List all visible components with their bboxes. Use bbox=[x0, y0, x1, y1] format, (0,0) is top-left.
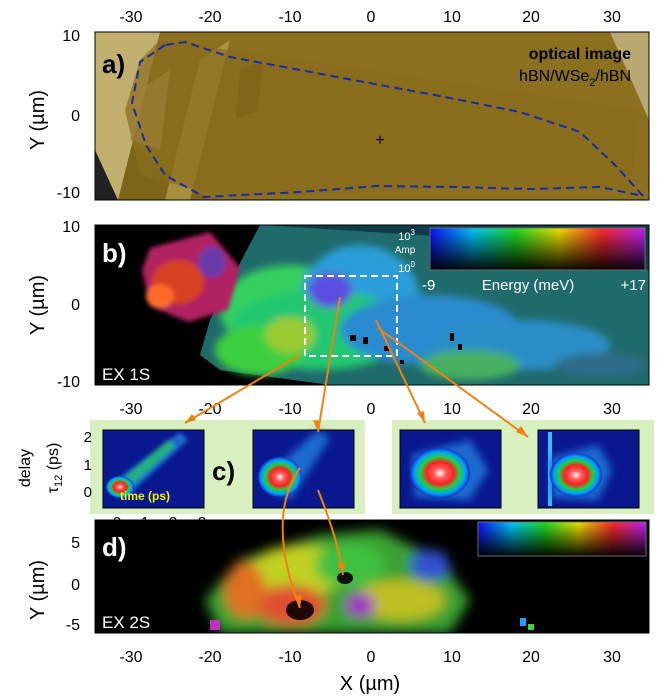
colorbar-amp-label: Amp bbox=[450, 536, 471, 547]
bottom-xtick: 10 bbox=[443, 649, 461, 666]
colorbar-max: +17 bbox=[621, 277, 646, 294]
y-axis-label: Y (µm) bbox=[27, 560, 49, 620]
bottom-xtick: -30 bbox=[119, 649, 142, 666]
panel-b-overlay-text: EX 1S bbox=[102, 365, 150, 384]
panel-a-title: optical image bbox=[529, 46, 631, 63]
flake-outline bbox=[130, 40, 646, 199]
mid-xtick: -10 bbox=[278, 401, 301, 418]
mid-xtick: 20 bbox=[522, 401, 540, 418]
panel-b-colorbar: 103 Amp 100 -9 Energy (meV) +17 bbox=[395, 227, 646, 294]
y-axis-label: Y (µm) bbox=[27, 90, 49, 150]
colorbar-amp-top: 102 bbox=[448, 520, 465, 535]
ytick: -10 bbox=[57, 374, 80, 391]
y-axis-b: 10 0 -10 Y (µm) bbox=[27, 219, 80, 391]
inset-time-label: time (ps) bbox=[120, 489, 170, 503]
inset-3 bbox=[399, 429, 502, 509]
top-xtick: 0 bbox=[367, 9, 376, 26]
colorbar-min: -12 bbox=[470, 561, 492, 578]
bottom-xtick: 20 bbox=[522, 649, 540, 666]
y-axis-a: 10 0 -10 Y (µm) bbox=[27, 28, 80, 202]
ytick: 10 bbox=[62, 28, 80, 45]
panel-b-label: b) bbox=[102, 238, 127, 268]
panel-c-label: c) bbox=[212, 456, 235, 486]
mid-xtick: 0 bbox=[367, 401, 376, 418]
inset-2 bbox=[252, 429, 355, 509]
colorbar-amp-label: Amp bbox=[395, 245, 416, 256]
panel-c-ylabel-main: delay bbox=[17, 449, 34, 487]
panel-a-label: a) bbox=[102, 49, 125, 79]
ytick: 0 bbox=[71, 577, 80, 594]
mid-xtick: 30 bbox=[603, 401, 621, 418]
panel-c-ytick: 0 bbox=[84, 484, 92, 501]
mid-xtick: -30 bbox=[119, 401, 142, 418]
bottom-x-ticks: -30 -20 -10 0 10 20 30 X (µm) bbox=[119, 649, 621, 695]
bottom-xtick: 30 bbox=[603, 649, 621, 666]
panel-d-colorbar: 102 Amp 100 -12 (meV) +15 bbox=[448, 520, 647, 578]
panel-d-label: d) bbox=[102, 532, 127, 562]
top-x-ticks: -30 -20 -10 0 10 20 30 bbox=[119, 9, 621, 26]
top-xtick: -10 bbox=[278, 9, 301, 26]
top-xtick: 10 bbox=[443, 9, 461, 26]
panel-a: + a) optical image hBN/WSe2/hBN bbox=[94, 31, 650, 201]
ytick: -10 bbox=[57, 185, 80, 202]
region-of-interest-box bbox=[304, 275, 398, 357]
top-xtick: -20 bbox=[198, 9, 221, 26]
ytick: 5 bbox=[71, 535, 80, 552]
panel-c-ytick: 2 bbox=[84, 429, 92, 446]
colorbar-min: -9 bbox=[422, 277, 435, 294]
colorbar-title: Energy (meV) bbox=[482, 277, 575, 294]
panel-d: d) EX 2S 102 Amp 100 -12 (meV) +15 bbox=[94, 519, 650, 634]
colorbar-amp-top: 103 bbox=[398, 228, 415, 243]
top-xtick: -30 bbox=[119, 9, 142, 26]
mid-xtick: 10 bbox=[443, 401, 461, 418]
colorbar-amp-bottom: 100 bbox=[448, 548, 465, 563]
ytick: -5 bbox=[66, 617, 80, 634]
bottom-xtick: 0 bbox=[367, 649, 376, 666]
panel-a-image bbox=[95, 32, 649, 200]
y-axis-label: Y (µm) bbox=[27, 275, 49, 335]
bottom-xtick: -20 bbox=[198, 649, 221, 666]
crosshair-marker: + bbox=[375, 132, 384, 149]
panel-a-subtitle: hBN/WSe2/hBN bbox=[519, 68, 631, 89]
colorbar-max: +15 bbox=[621, 561, 646, 578]
panel-c-ylabel: τ12 (ps) bbox=[45, 443, 65, 494]
top-xtick: 30 bbox=[603, 9, 621, 26]
panel-b: b) EX 1S 103 Amp 100 -9 Energy (meV) +17 bbox=[94, 224, 650, 386]
panel-c-ytick: 1 bbox=[84, 457, 92, 474]
y-axis-d: 5 0 -5 Y (µm) bbox=[27, 535, 80, 634]
x-axis-label: X (µm) bbox=[340, 673, 400, 695]
ytick: 0 bbox=[71, 297, 80, 314]
arrow-heads bbox=[185, 411, 528, 608]
bottom-xtick: -10 bbox=[278, 649, 301, 666]
ytick: 10 bbox=[62, 219, 80, 236]
inset-1: time (ps) bbox=[102, 429, 205, 509]
colorbar-amp-bottom: 100 bbox=[398, 260, 415, 275]
top-xtick: 20 bbox=[522, 9, 540, 26]
inset-4 bbox=[537, 429, 640, 509]
panel-c: time (ps) c) del bbox=[17, 420, 654, 531]
panel-d-overlay-text: EX 2S bbox=[102, 613, 150, 632]
colorbar-title: (meV) bbox=[540, 561, 581, 578]
mid-x-ticks: -30 -20 -10 0 10 20 30 bbox=[119, 401, 621, 418]
ytick: 0 bbox=[71, 108, 80, 125]
